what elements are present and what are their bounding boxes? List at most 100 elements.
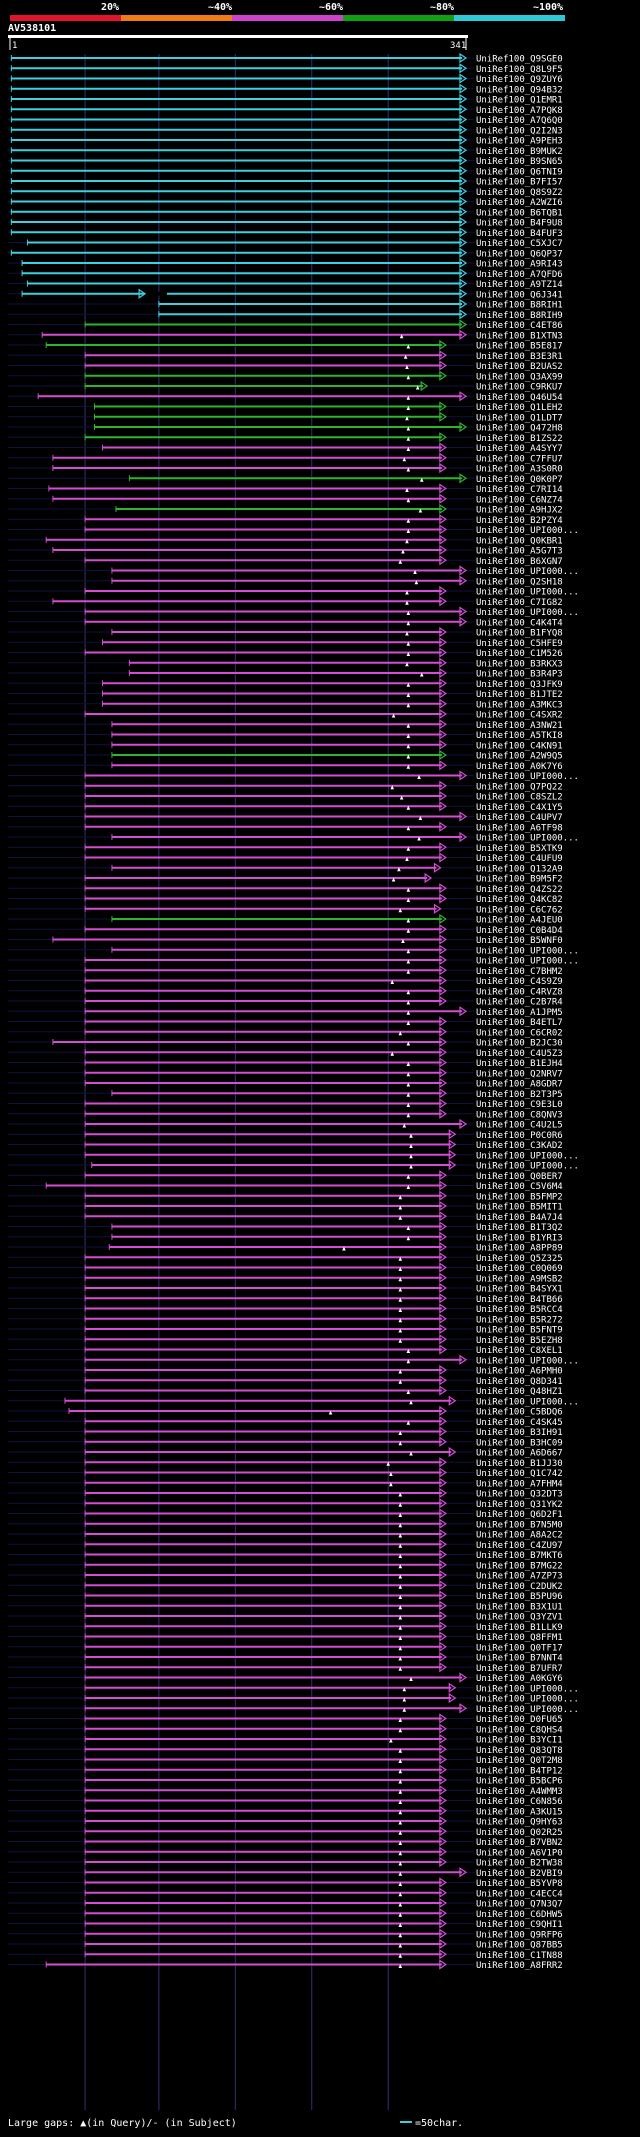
hit-label[interactable]: UniRef100_Q0K0P7 bbox=[476, 475, 563, 485]
hit-row[interactable]: UniRef100_Q6QP37 bbox=[8, 247, 563, 260]
hit-row[interactable]: UniRef100_C6DHW5 bbox=[8, 1908, 563, 1920]
hit-label[interactable]: UniRef100_Q4ZS22 bbox=[476, 885, 563, 895]
hit-row[interactable]: UniRef100_Q1EMR1 bbox=[8, 93, 563, 106]
hit-label[interactable]: UniRef100_B5FNT9 bbox=[476, 1326, 563, 1336]
hit-row[interactable]: UniRef100_Q1LEH2 bbox=[8, 401, 563, 414]
hit-row[interactable]: UniRef100_A4WMM3 bbox=[8, 1785, 563, 1797]
hit-label[interactable]: UniRef100_A7QFD6 bbox=[476, 270, 563, 280]
hit-row[interactable]: UniRef100_C7BHM2 bbox=[8, 965, 563, 977]
hit-row[interactable]: UniRef100_C4SK45 bbox=[8, 1416, 563, 1428]
hit-label[interactable]: UniRef100_UPI000... bbox=[476, 1705, 579, 1715]
hit-label[interactable]: UniRef100_B8RIH9 bbox=[476, 311, 563, 321]
hit-label[interactable]: UniRef100_C8QHS4 bbox=[476, 1725, 563, 1735]
hit-label[interactable]: UniRef100_B4TP12 bbox=[476, 1766, 563, 1776]
hit-label[interactable]: UniRef100_B7VBN2 bbox=[476, 1838, 563, 1848]
hit-row[interactable]: UniRef100_B2UAS2 bbox=[8, 360, 563, 373]
hit-row[interactable]: UniRef100_UPI000... bbox=[8, 1159, 579, 1172]
hit-row[interactable]: UniRef100_B3YCI1 bbox=[8, 1733, 563, 1746]
hit-label[interactable]: UniRef100_B6TQB1 bbox=[476, 208, 563, 218]
hit-row[interactable]: UniRef100_Q8D341 bbox=[8, 1375, 563, 1387]
hit-label[interactable]: UniRef100_Q46U54 bbox=[476, 393, 563, 403]
hit-row[interactable]: UniRef100_Q7PQ22 bbox=[8, 780, 563, 793]
hit-row[interactable]: UniRef100_A3MKC3 bbox=[8, 698, 563, 711]
hit-row[interactable]: UniRef100_A2WZI6 bbox=[8, 196, 563, 209]
hit-label[interactable]: UniRef100_B1T3Q2 bbox=[476, 1223, 563, 1233]
hit-row[interactable]: UniRef100_C4S9Z9 bbox=[8, 975, 563, 988]
hit-label[interactable]: UniRef100_A3MKC3 bbox=[476, 700, 563, 710]
hit-label[interactable]: UniRef100_C2B7R4 bbox=[476, 998, 563, 1008]
hit-label[interactable]: UniRef100_Q48HZ1 bbox=[476, 1387, 563, 1397]
hit-row[interactable]: UniRef100_C4UFU9 bbox=[8, 852, 563, 865]
hit-label[interactable]: UniRef100_B7MG22 bbox=[476, 1561, 563, 1571]
hit-row[interactable]: UniRef100_Q1LDT7 bbox=[8, 411, 563, 424]
hit-row[interactable]: UniRef100_Q9HY63 bbox=[8, 1815, 563, 1828]
hit-row[interactable]: UniRef100_Q9RFP6 bbox=[8, 1928, 563, 1941]
hit-label[interactable]: UniRef100_Q1LDT7 bbox=[476, 413, 563, 423]
hit-label[interactable]: UniRef100_C4ZU97 bbox=[476, 1541, 563, 1551]
hit-row[interactable]: UniRef100_A2W9Q5 bbox=[8, 749, 563, 762]
hit-label[interactable]: UniRef100_C0Q069 bbox=[476, 1264, 563, 1274]
hit-label[interactable]: UniRef100_Q3JFK9 bbox=[476, 680, 563, 690]
hit-row[interactable]: UniRef100_A9TZ14 bbox=[8, 278, 563, 291]
hit-label[interactable]: UniRef100_B9SN65 bbox=[476, 157, 563, 167]
hit-label[interactable]: UniRef100_C8SZL2 bbox=[476, 793, 563, 803]
hit-label[interactable]: UniRef100_A8A2C2 bbox=[476, 1531, 563, 1541]
hit-row[interactable]: UniRef100_B2PZY4 bbox=[8, 514, 563, 526]
hit-row[interactable]: UniRef100_Q2I2N3 bbox=[8, 124, 563, 137]
hit-row[interactable]: UniRef100_C9E3L0 bbox=[8, 1098, 563, 1111]
hit-row[interactable]: UniRef100_A5G7T3 bbox=[8, 544, 563, 557]
hit-label[interactable]: UniRef100_P0C0R6 bbox=[476, 1131, 563, 1141]
hit-label[interactable]: UniRef100_C4U5Z3 bbox=[476, 1049, 563, 1059]
hit-row[interactable]: UniRef100_B3X1U1 bbox=[8, 1600, 563, 1613]
hit-label[interactable]: UniRef100_A9PEH3 bbox=[476, 137, 563, 147]
hit-label[interactable]: UniRef100_B3E3R1 bbox=[476, 352, 563, 362]
hit-row[interactable]: UniRef100_Q6TNI9 bbox=[8, 165, 563, 178]
hit-row[interactable]: UniRef100_C7IG82 bbox=[8, 596, 563, 608]
hit-label[interactable]: UniRef100_B3IH91 bbox=[476, 1428, 563, 1438]
hit-label[interactable]: UniRef100_UPI000... bbox=[476, 1684, 579, 1694]
hit-row[interactable]: UniRef100_Q0BER7 bbox=[8, 1170, 563, 1182]
hit-row[interactable]: UniRef100_C8SZL2 bbox=[8, 790, 563, 803]
hit-row[interactable]: UniRef100_B8RIH1 bbox=[8, 298, 563, 311]
hit-label[interactable]: UniRef100_B1JJ30 bbox=[476, 1459, 563, 1469]
hit-label[interactable]: UniRef100_Q132A9 bbox=[476, 864, 563, 874]
hit-row[interactable]: UniRef100_B5WNF0 bbox=[8, 934, 563, 947]
hit-row[interactable]: UniRef100_Q6J341 bbox=[8, 288, 563, 301]
hit-label[interactable]: UniRef100_Q02R25 bbox=[476, 1828, 563, 1838]
hit-row[interactable]: UniRef100_Q8FFM1 bbox=[8, 1631, 563, 1644]
hit-row[interactable]: UniRef100_C5HFE9 bbox=[8, 637, 563, 649]
hit-label[interactable]: UniRef100_Q4KC82 bbox=[476, 895, 563, 905]
hit-row[interactable]: UniRef100_B2VBI9 bbox=[8, 1867, 563, 1879]
hit-label[interactable]: UniRef100_A0KGY6 bbox=[476, 1674, 563, 1684]
hit-row[interactable]: UniRef100_C4RVZ8 bbox=[8, 985, 563, 998]
hit-row[interactable]: UniRef100_A7PQK8 bbox=[8, 104, 563, 116]
hit-label[interactable]: UniRef100_B5XTK9 bbox=[476, 844, 563, 854]
hit-label[interactable]: UniRef100_Q8L9F5 bbox=[476, 65, 563, 75]
hit-label[interactable]: UniRef100_C7BHM2 bbox=[476, 967, 563, 977]
hit-row[interactable]: UniRef100_A6TF98 bbox=[8, 821, 563, 834]
hit-label[interactable]: UniRef100_B3X1U1 bbox=[476, 1602, 563, 1612]
hit-label[interactable]: UniRef100_Q9HY63 bbox=[476, 1818, 563, 1828]
hit-row[interactable]: UniRef100_UPI000... bbox=[8, 831, 579, 844]
hit-label[interactable]: UniRef100_C6CR02 bbox=[476, 1028, 563, 1038]
hit-label[interactable]: UniRef100_A7ZP73 bbox=[476, 1572, 563, 1582]
hit-row[interactable]: UniRef100_UPI000... bbox=[8, 954, 579, 967]
hit-label[interactable]: UniRef100_A1JPM5 bbox=[476, 1008, 563, 1018]
hit-row[interactable]: UniRef100_C4U5Z3 bbox=[8, 1047, 563, 1059]
hit-label[interactable]: UniRef100_B5FMP2 bbox=[476, 1192, 563, 1202]
hit-label[interactable]: UniRef100_UPI000... bbox=[476, 772, 579, 782]
hit-label[interactable]: UniRef100_UPI000... bbox=[476, 957, 579, 967]
hit-label[interactable]: UniRef100_C4ET86 bbox=[476, 321, 563, 331]
hit-row[interactable]: UniRef100_Q83QT8 bbox=[8, 1744, 563, 1756]
hit-label[interactable]: UniRef100_Q1C742 bbox=[476, 1469, 563, 1479]
hit-label[interactable]: UniRef100_C4UPV7 bbox=[476, 813, 563, 823]
hit-row[interactable]: UniRef100_A7QFD6 bbox=[8, 268, 563, 280]
hit-label[interactable]: UniRef100_B1JTE2 bbox=[476, 690, 563, 700]
hit-row[interactable]: UniRef100_B7MG22 bbox=[8, 1559, 563, 1572]
hit-row[interactable]: UniRef100_B6TQB1 bbox=[8, 206, 563, 219]
hit-row[interactable]: UniRef100_P0C0R6 bbox=[8, 1129, 563, 1141]
hit-row[interactable]: UniRef100_C8QNV3 bbox=[8, 1108, 563, 1121]
hit-row[interactable]: UniRef100_UPI000... bbox=[8, 1354, 579, 1367]
hit-row[interactable]: UniRef100_Q5Z325 bbox=[8, 1252, 563, 1264]
hit-row[interactable]: UniRef100_B4ETL7 bbox=[8, 1016, 563, 1029]
